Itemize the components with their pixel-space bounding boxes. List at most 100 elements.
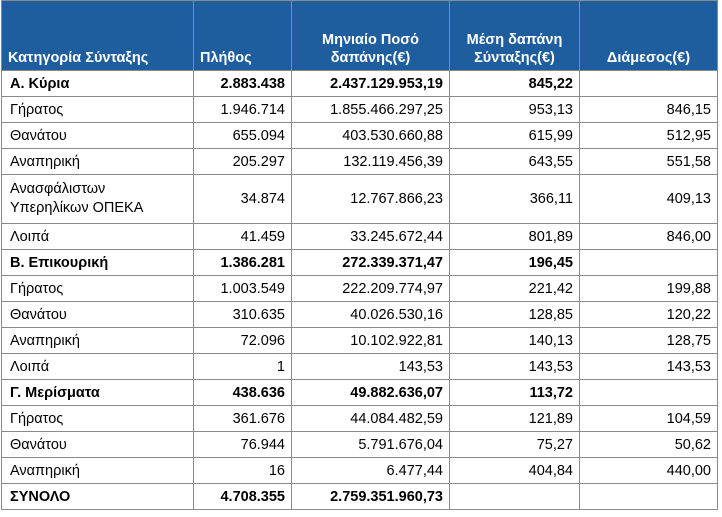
row-mean: 113,72 xyxy=(449,379,580,406)
row-median: 512,95 xyxy=(579,122,718,149)
row-median xyxy=(579,249,718,276)
table-row: Γήρατος 1.946.714 1.855.466.297,25 953,13 84… xyxy=(1,96,718,123)
row-median: 143,53 xyxy=(579,353,718,380)
row-amount: 49.882.636,07 xyxy=(291,379,450,406)
row-count: 205.297 xyxy=(193,148,292,175)
row-label: Αναπηρική xyxy=(1,148,194,175)
row-mean: 845,22 xyxy=(449,70,580,97)
table-row: Αναπηρική 205.297 132.119.456,39 643,55 551,… xyxy=(1,148,718,175)
row-count: 1.386.281 xyxy=(193,249,292,276)
row-label: Γήρατος xyxy=(1,96,194,123)
row-amount: 5.791.676,04 xyxy=(291,431,450,458)
header-monthly-amount: Μηνιαίο Ποσό δαπάνης(€) xyxy=(291,0,450,71)
row-median: 846,15 xyxy=(579,96,718,123)
row-mean: 953,13 xyxy=(449,96,580,123)
pension-expenditure-table: Κατηγορία Σύνταξης Πλήθος Μηνιαίο Ποσό δ… xyxy=(1,0,718,510)
row-median: 409,13 xyxy=(579,174,718,224)
row-median xyxy=(579,70,718,97)
row-count: 310.635 xyxy=(193,301,292,328)
table-row: ΣΥΝΟΛΟ 4.708.355 2.759.351.960,73 xyxy=(1,483,718,510)
row-label: Θανάτου xyxy=(1,301,194,328)
row-median: 120,22 xyxy=(579,301,718,328)
row-label: Θανάτου xyxy=(1,431,194,458)
row-amount: 272.339.371,47 xyxy=(291,249,450,276)
header-median: Διάμεσος(€) xyxy=(579,0,718,71)
row-mean: 615,99 xyxy=(449,122,580,149)
row-amount: 12.767.866,23 xyxy=(291,174,450,224)
table-row: Β. Επικουρική 1.386.281 272.339.371,47 196,… xyxy=(1,249,718,276)
row-median: 128,75 xyxy=(579,327,718,354)
row-mean: 121,89 xyxy=(449,405,580,432)
row-median: 50,62 xyxy=(579,431,718,458)
row-amount: 1.855.466.297,25 xyxy=(291,96,450,123)
row-label: Θανάτου xyxy=(1,122,194,149)
row-amount: 6.477,44 xyxy=(291,457,450,484)
row-count: 1.003.549 xyxy=(193,275,292,302)
table-row: Αναπηρική 16 6.477,44 404,84 440,00 xyxy=(1,457,718,484)
row-median: 199,88 xyxy=(579,275,718,302)
row-label: Γήρατος xyxy=(1,275,194,302)
row-mean: 128,85 xyxy=(449,301,580,328)
header-count: Πλήθος xyxy=(193,0,292,71)
header-mean: Μέση δαπάνη Σύνταξης(€) xyxy=(449,0,580,71)
row-amount: 403.530.660,88 xyxy=(291,122,450,149)
row-mean: 196,45 xyxy=(449,249,580,276)
table-row: Θανάτου 655.094 403.530.660,88 615,99 512,95 xyxy=(1,122,718,149)
row-median: 104,59 xyxy=(579,405,718,432)
row-count: 361.676 xyxy=(193,405,292,432)
row-amount: 2.759.351.960,73 xyxy=(291,483,450,510)
row-label: Λοιπά xyxy=(1,353,194,380)
row-mean: 643,55 xyxy=(449,148,580,175)
table-row: Γήρατος 1.003.549 222.209.774,97 221,42 199,… xyxy=(1,275,718,302)
row-label: Β. Επικουρική xyxy=(1,249,194,276)
row-median: 846,00 xyxy=(579,223,718,250)
row-amount: 44.084.482,59 xyxy=(291,405,450,432)
row-amount: 2.437.129.953,19 xyxy=(291,70,450,97)
header-row: Κατηγορία Σύνταξης Πλήθος Μηνιαίο Ποσό δ… xyxy=(1,0,718,71)
row-count: 1.946.714 xyxy=(193,96,292,123)
table-body: Α. Κύρια 2.883.438 2.437.129.953,19 845,22 Γ… xyxy=(1,70,718,510)
table-row: Αναπηρική 72.096 10.102.922,81 140,13 128,75 xyxy=(1,327,718,354)
row-count: 2.883.438 xyxy=(193,70,292,97)
table-row: Λοιπά 41.459 33.245.672,44 801,89 846,00 xyxy=(1,223,718,250)
row-label: Γ. Μερίσματα xyxy=(1,379,194,406)
row-mean: 75,27 xyxy=(449,431,580,458)
row-count: 41.459 xyxy=(193,223,292,250)
table-row: Ανασφάλιστων Υπερηλίκων ΟΠΕΚΑ 34.874 12.76… xyxy=(1,174,718,224)
table-row: Γ. Μερίσματα 438.636 49.882.636,07 113,72 xyxy=(1,379,718,406)
row-median: 551,58 xyxy=(579,148,718,175)
row-amount: 143,53 xyxy=(291,353,450,380)
row-mean: 801,89 xyxy=(449,223,580,250)
table-row: Θανάτου 310.635 40.026.530,16 128,85 120,22 xyxy=(1,301,718,328)
row-mean: 221,42 xyxy=(449,275,580,302)
row-count: 16 xyxy=(193,457,292,484)
row-label: Αναπηρική xyxy=(1,327,194,354)
row-label: Λοιπά xyxy=(1,223,194,250)
header-category: Κατηγορία Σύνταξης xyxy=(1,0,194,71)
row-count: 76.944 xyxy=(193,431,292,458)
row-mean: 404,84 xyxy=(449,457,580,484)
row-median: 440,00 xyxy=(579,457,718,484)
row-count: 1 xyxy=(193,353,292,380)
row-amount: 33.245.672,44 xyxy=(291,223,450,250)
table-row: Α. Κύρια 2.883.438 2.437.129.953,19 845,22 xyxy=(1,70,718,97)
row-label: Αναπηρική xyxy=(1,457,194,484)
row-count: 4.708.355 xyxy=(193,483,292,510)
table-row: Θανάτου 76.944 5.791.676,04 75,27 50,62 xyxy=(1,431,718,458)
table-row: Γήρατος 361.676 44.084.482,59 121,89 104,59 xyxy=(1,405,718,432)
row-amount: 132.119.456,39 xyxy=(291,148,450,175)
row-amount: 222.209.774,97 xyxy=(291,275,450,302)
row-count: 72.096 xyxy=(193,327,292,354)
row-mean: 143,53 xyxy=(449,353,580,380)
row-mean xyxy=(449,483,580,510)
row-count: 655.094 xyxy=(193,122,292,149)
row-amount: 10.102.922,81 xyxy=(291,327,450,354)
row-median xyxy=(579,483,718,510)
row-label: Γήρατος xyxy=(1,405,194,432)
row-median xyxy=(579,379,718,406)
row-label: Ανασφάλιστων Υπερηλίκων ΟΠΕΚΑ xyxy=(1,174,194,224)
row-amount: 40.026.530,16 xyxy=(291,301,450,328)
row-mean: 366,11 xyxy=(449,174,580,224)
row-count: 34.874 xyxy=(193,174,292,224)
row-mean: 140,13 xyxy=(449,327,580,354)
